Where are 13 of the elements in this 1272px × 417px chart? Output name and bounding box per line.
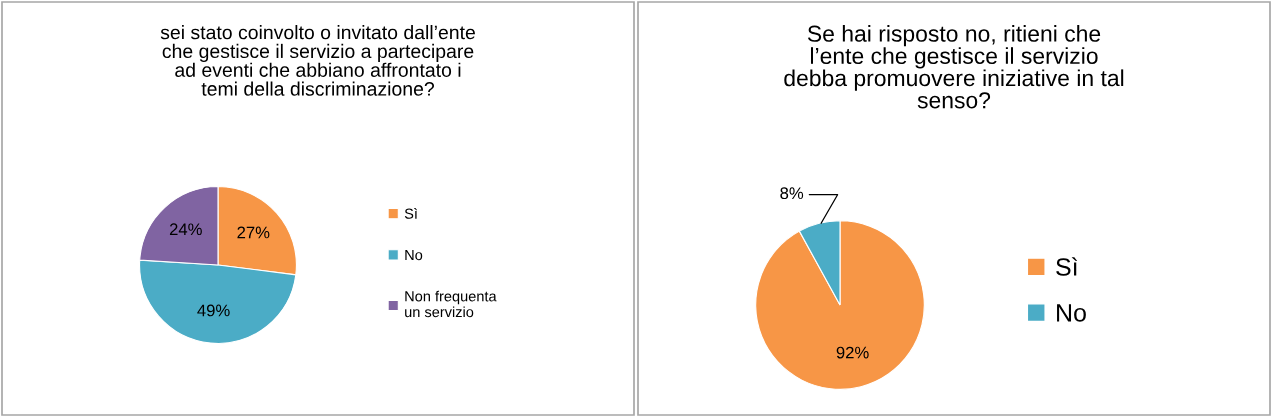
legend-label: No <box>1057 304 1086 322</box>
data-label: 24% <box>169 223 202 236</box>
legend-label: Non frequenta un servizio <box>405 290 497 318</box>
data-label: 92% <box>836 346 869 359</box>
data-label: 27% <box>237 226 270 239</box>
data-label: 8% <box>780 187 804 200</box>
legend-label: No <box>405 249 423 261</box>
data-label: 49% <box>197 304 230 317</box>
chart-title: Se hai risposto no, ritieni che l’ente che gestisce il servizio debba promuovere iniziative in tal senso? <box>784 25 1124 109</box>
legend-label: Sì <box>1056 257 1077 276</box>
chart-title: sei stato coinvolto o invitato dall’ente che gestisce il servizio a partecipare ad eventi che abbiano affrontato i temi della discriminazione? <box>160 25 475 96</box>
pie-slice <box>755 220 925 390</box>
legend-label: Sì <box>404 207 417 219</box>
